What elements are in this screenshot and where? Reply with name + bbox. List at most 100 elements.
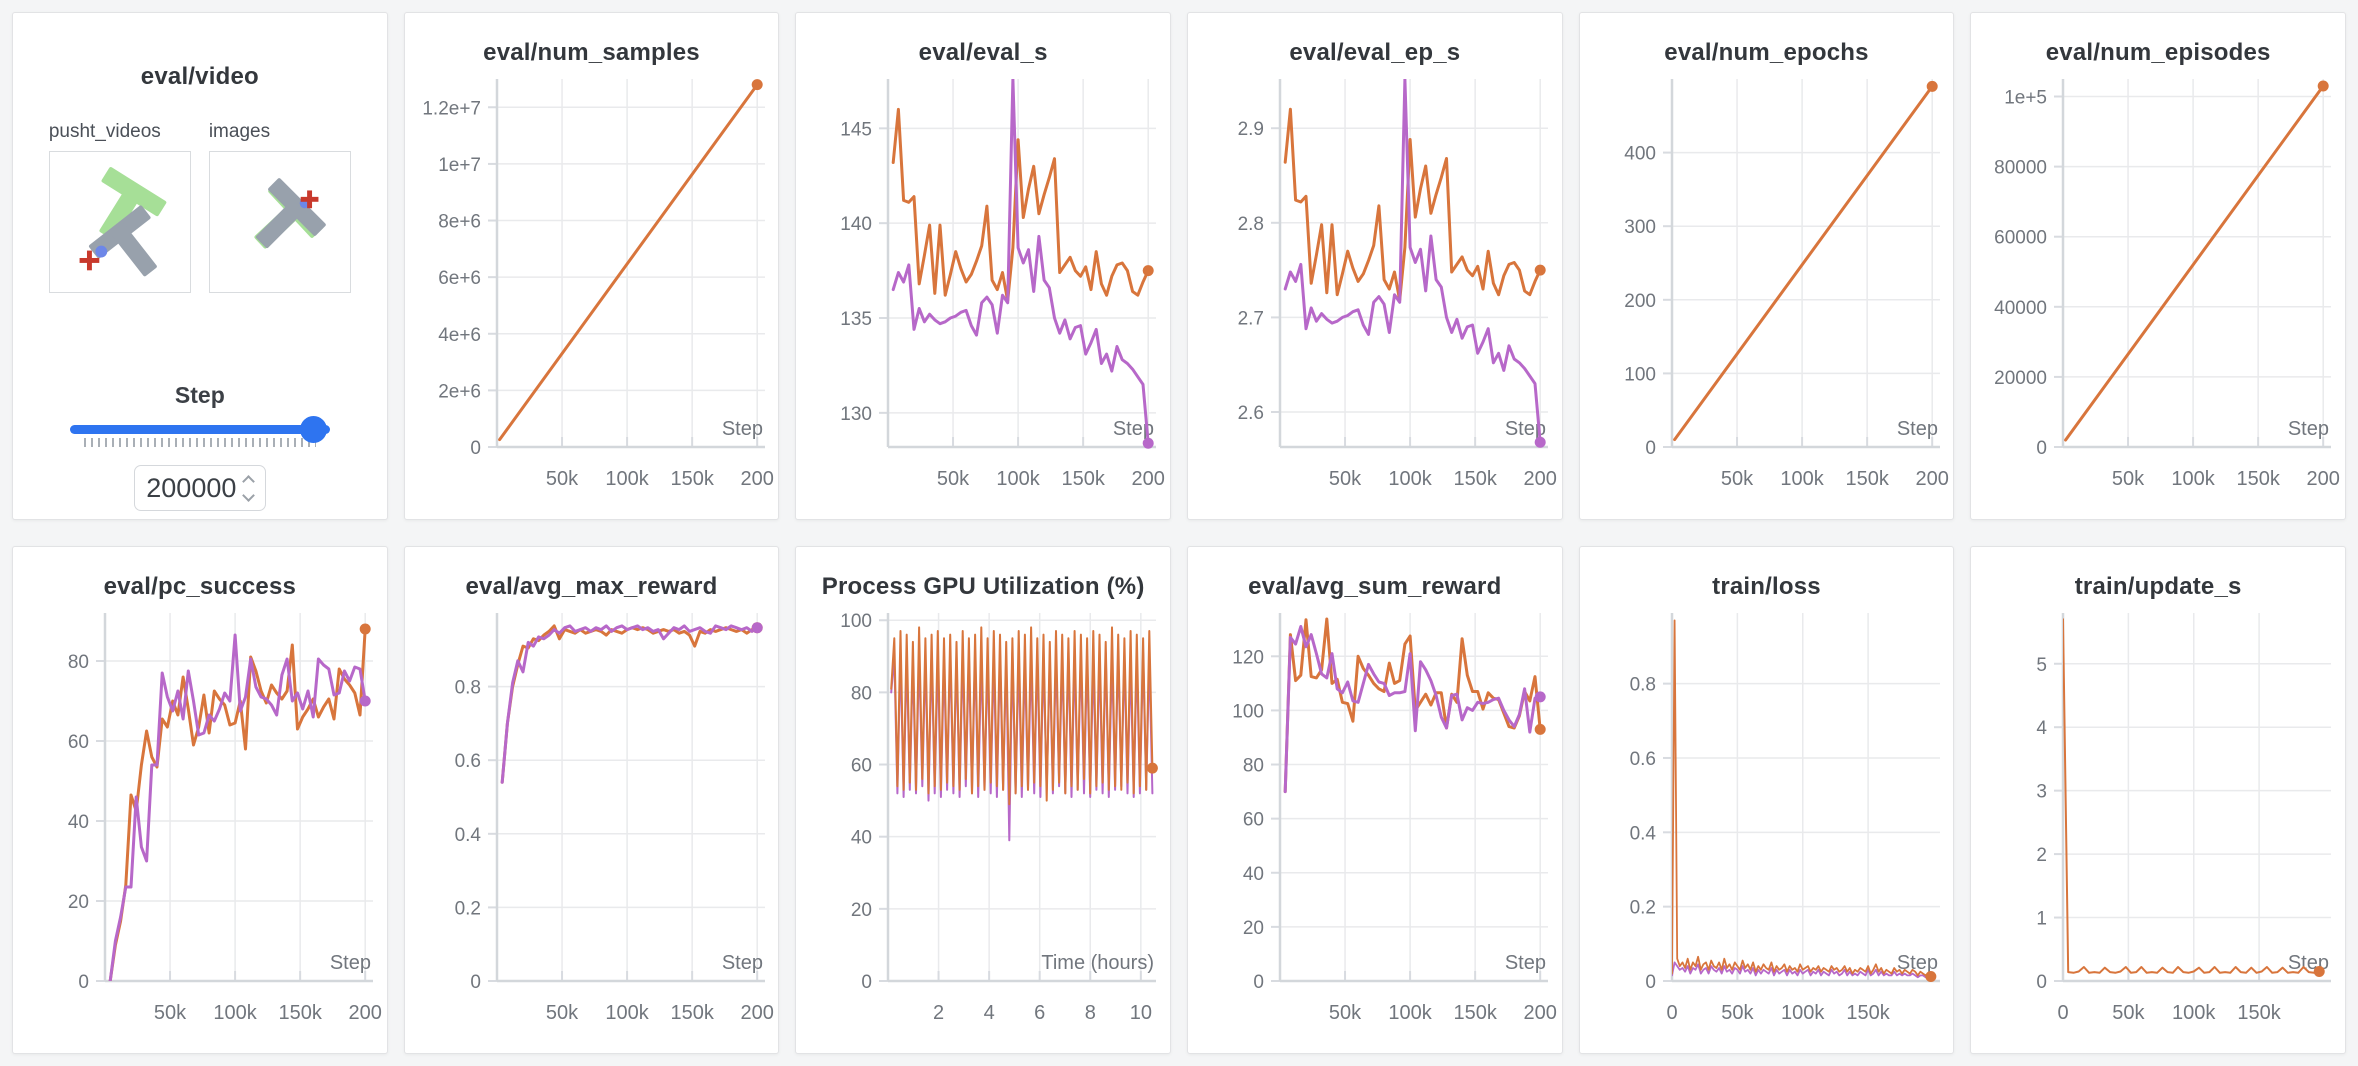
increment-icon[interactable]: [242, 474, 256, 488]
svg-text:200: 200: [1523, 468, 1556, 490]
image-figure: images: [208, 121, 351, 298]
chart-canvas[interactable]: 0 20000 40000 60000 80000 1e+5 50k 100k 150k 200 S…: [1971, 71, 2345, 515]
x-axis-label: Step: [1505, 418, 1546, 440]
axes: [487, 79, 765, 449]
step-slider-thumb[interactable]: [300, 416, 328, 443]
chart-panel: Process GPU Utilization (%) 0 20 40 60 80 100 2…: [795, 546, 1171, 1054]
svg-text:60: 60: [68, 732, 89, 753]
image-thumbnail[interactable]: [208, 151, 351, 293]
target-cross-marker: [300, 190, 319, 209]
chart-panel: eval/eval_ep_s 2.6 2.7 2.8 2.9 50k 100k 150k 200…: [1186, 12, 1563, 520]
svg-text:60000: 60000: [1994, 228, 2047, 249]
svg-text:0: 0: [1645, 972, 1656, 993]
image-label: images: [208, 121, 271, 142]
axes: [2054, 79, 2332, 449]
endpoint-marker-run-orange: [359, 623, 371, 635]
x-axis-label: Step: [330, 952, 371, 974]
svg-text:10: 10: [1130, 1002, 1152, 1024]
chart-title: train/update_s: [2074, 573, 2242, 600]
svg-text:4: 4: [984, 1002, 995, 1024]
media-panel-title: eval/video: [140, 63, 259, 90]
svg-text:200: 200: [1915, 468, 1948, 490]
svg-text:50k: 50k: [2112, 468, 2145, 490]
stepper-buttons[interactable]: [242, 474, 256, 503]
chart-title: train/loss: [1712, 573, 1821, 600]
chart-canvas[interactable]: 0 20 40 60 80 50k 100k 150k 200 Step: [13, 605, 387, 1049]
step-slider-ticks: [83, 438, 316, 447]
svg-text:2.9: 2.9: [1238, 119, 1264, 140]
svg-text:0.4: 0.4: [454, 825, 481, 846]
svg-text:0: 0: [470, 438, 481, 459]
chart-canvas[interactable]: 0 0.2 0.4 0.6 0.8 0 50k 100k 150k Step: [1580, 605, 1954, 1049]
chart-canvas[interactable]: 0 0.2 0.4 0.6 0.8 50k 100k 150k 200 Step: [405, 605, 779, 1049]
series-line-run-orange: [497, 83, 759, 442]
object-t-shape: [255, 178, 326, 249]
svg-text:2: 2: [933, 1002, 944, 1024]
chart-title: eval/num_samples: [483, 39, 700, 66]
grid-lines: [1671, 79, 1940, 448]
svg-text:100: 100: [841, 611, 873, 632]
chart-title: eval/num_episodes: [2045, 39, 2271, 66]
decrement-icon[interactable]: [242, 488, 256, 502]
svg-text:40: 40: [68, 812, 89, 833]
svg-text:50k: 50k: [937, 468, 970, 490]
svg-text:0: 0: [78, 972, 89, 993]
pusht-video-thumbnail[interactable]: [48, 151, 191, 293]
chart-canvas[interactable]: 2.6 2.7 2.8 2.9 50k 100k 150k 200 Step: [1188, 71, 1562, 515]
svg-text:5: 5: [2037, 655, 2048, 676]
x-axis-label: Time (hours): [1042, 952, 1155, 974]
svg-text:2.6: 2.6: [1238, 403, 1264, 424]
endpoint-marker-run-purple: [1143, 437, 1155, 449]
step-value: 200000: [146, 472, 237, 503]
svg-text:130: 130: [841, 404, 873, 425]
svg-text:50k: 50k: [1329, 1002, 1362, 1024]
svg-text:1e+5: 1e+5: [2005, 88, 2048, 109]
svg-text:300: 300: [1624, 217, 1656, 238]
svg-text:1: 1: [2037, 909, 2048, 930]
svg-text:150k: 150k: [670, 468, 714, 490]
series-lines: [108, 627, 367, 981]
chart-canvas[interactable]: 0 2e+6 4e+6 6e+6 8e+6 1e+7 1.2e+7 50k 100k 150k 20…: [405, 71, 779, 515]
step-number-input[interactable]: 200000: [133, 465, 266, 511]
chart-panel: eval/eval_s 130 135 140 145 50k 100k 150k 200 Ste…: [795, 12, 1171, 520]
step-slider-track[interactable]: [69, 416, 330, 443]
svg-text:0: 0: [1666, 1002, 1677, 1024]
series-line-run-purple: [890, 651, 1154, 842]
svg-text:0: 0: [1645, 438, 1656, 459]
svg-text:2.7: 2.7: [1238, 308, 1264, 329]
series-line-run-orange: [890, 626, 1154, 806]
endpoint-marker-run-orange: [1147, 762, 1159, 774]
svg-text:100: 100: [1232, 701, 1264, 722]
svg-text:0.4: 0.4: [1629, 823, 1656, 844]
svg-text:0: 0: [2037, 972, 2048, 993]
svg-text:3: 3: [2037, 782, 2048, 803]
chart-canvas[interactable]: 0 20 40 60 80 100 120 50k 100k 150k 200 Step: [1188, 605, 1562, 1049]
tick-labels: 0 20 40 60 80 100 2 4 6 8 10 Time (hours): [841, 611, 1155, 1024]
chart-canvas[interactable]: 130 135 140 145 50k 100k 150k 200 Step: [796, 71, 1170, 515]
svg-text:200: 200: [1523, 1002, 1556, 1024]
x-axis-label: Step: [722, 418, 763, 440]
svg-text:60: 60: [1243, 810, 1264, 831]
svg-text:2e+6: 2e+6: [438, 381, 481, 402]
chart-panel: train/update_s 0 1 2 3 4 5 0 50k 100k 150k Step: [1970, 546, 2346, 1054]
svg-text:8: 8: [1085, 1002, 1096, 1024]
chart-canvas[interactable]: 0 100 200 300 400 50k 100k 150k 200 Step: [1580, 71, 1954, 515]
grid-lines: [496, 79, 765, 448]
chart-panel: eval/pc_success 0 20 40 60 80 50k 100k 150k 200 St…: [12, 546, 388, 1054]
svg-text:135: 135: [841, 309, 873, 330]
svg-text:50k: 50k: [1721, 468, 1754, 490]
step-slider[interactable]: [69, 416, 330, 447]
chart-title: eval/eval_ep_s: [1289, 39, 1461, 66]
svg-text:0.6: 0.6: [1629, 749, 1655, 770]
svg-text:0: 0: [2058, 1002, 2069, 1024]
svg-text:200: 200: [2307, 468, 2340, 490]
series-line-run-purple: [892, 79, 1151, 445]
chart-canvas[interactable]: 0 20 40 60 80 100 2 4 6 8 10 Time (hours): [796, 605, 1170, 1049]
series-lines: [1672, 84, 1934, 442]
svg-text:0.8: 0.8: [454, 678, 480, 699]
series-lines: [2064, 84, 2326, 442]
svg-text:140: 140: [841, 214, 873, 235]
